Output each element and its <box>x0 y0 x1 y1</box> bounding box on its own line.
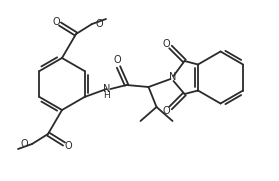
Text: N: N <box>103 84 110 94</box>
Text: H: H <box>103 92 110 100</box>
Text: O: O <box>20 139 28 149</box>
Text: O: O <box>163 39 170 49</box>
Text: O: O <box>52 17 60 27</box>
Text: O: O <box>96 19 104 29</box>
Text: O: O <box>163 106 170 116</box>
Text: N: N <box>169 72 176 82</box>
Text: O: O <box>114 55 121 65</box>
Text: O: O <box>64 141 72 151</box>
